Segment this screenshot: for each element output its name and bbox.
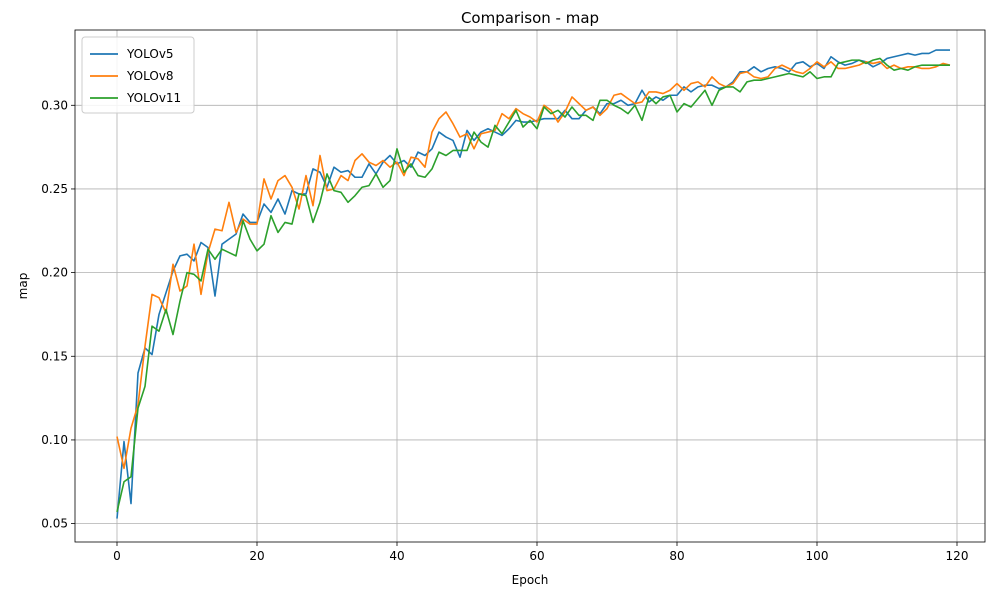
x-tick-label: 20	[249, 549, 264, 563]
series-line-yolov8	[116, 60, 951, 470]
y-tick-label: 0.25	[41, 182, 68, 196]
legend: YOLOv5 YOLOv8 YOLOv11	[81, 36, 195, 114]
plot-frame	[74, 29, 986, 543]
x-tick-label: 100	[806, 549, 829, 563]
y-tick-label: 0.20	[41, 266, 68, 280]
legend-label-yolov11: YOLOv11	[126, 91, 181, 105]
y-tick-label: 0.10	[41, 433, 68, 447]
x-tick-label: 60	[529, 549, 544, 563]
legend-label-yolov5: YOLOv5	[126, 47, 174, 61]
y-axis: 0.05 0.10 0.15 0.20 0.25 0.30	[41, 98, 75, 531]
y-axis-label: map	[16, 273, 30, 300]
legend-label-yolov8: YOLOv8	[126, 69, 174, 83]
y-tick-label: 0.15	[41, 349, 68, 363]
x-axis: 0 20 40 60 80 100 120	[113, 542, 968, 563]
x-tick-label: 80	[669, 549, 684, 563]
y-tick-label: 0.30	[41, 98, 68, 112]
series-line-yolov5	[116, 49, 950, 519]
x-tick-label: 40	[389, 549, 404, 563]
chart-title: Comparison - map	[461, 9, 599, 27]
grid	[75, 30, 985, 542]
x-axis-label: Epoch	[512, 573, 549, 587]
series-line-yolov11	[116, 57, 950, 513]
series-layer	[116, 49, 951, 519]
x-tick-label: 0	[113, 549, 121, 563]
legend-box	[81, 36, 195, 114]
x-tick-label: 120	[946, 549, 969, 563]
y-tick-label: 0.05	[41, 517, 68, 531]
